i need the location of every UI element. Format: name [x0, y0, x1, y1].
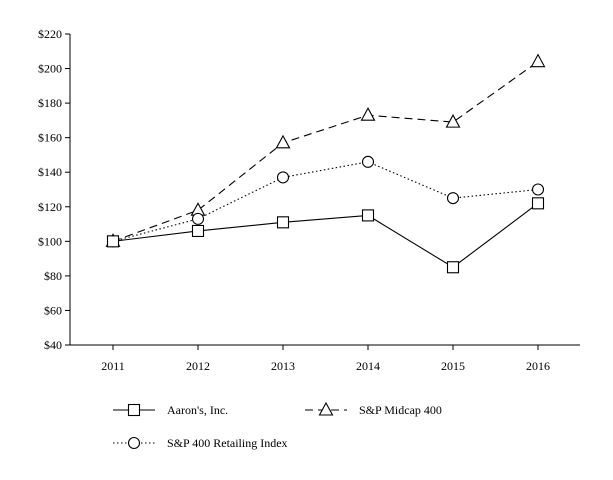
data-point-square — [361, 209, 375, 222]
data-point-square — [276, 216, 290, 229]
y-tick-label: $80 — [44, 269, 62, 283]
legend-marker-circle — [127, 436, 141, 450]
series-line-square — [112, 202, 539, 268]
data-point-circle — [361, 155, 375, 168]
data-point-triangle — [360, 107, 376, 121]
y-tick-label: $200 — [38, 62, 62, 76]
legend-label: S&P 400 Retailing Index — [167, 436, 288, 450]
data-point-triangle — [445, 113, 461, 128]
data-point-square — [106, 235, 120, 248]
data-point-triangle — [530, 53, 546, 68]
data-point-square — [191, 224, 205, 238]
x-tick-label: 2011 — [101, 359, 125, 373]
legend-label: S&P Midcap 400 — [359, 403, 442, 417]
y-tick-label: $120 — [38, 200, 62, 214]
series-lines — [105, 53, 546, 274]
data-point-square — [531, 197, 545, 210]
axes: $40 $60 $80 $100 $120 $140 $160 $180 $200 $220 201… — [38, 27, 580, 373]
y-tick-label: $60 — [44, 303, 62, 317]
legend: Aaron's, Inc. S&P Midcap 400 S&P 400 Retai… — [113, 401, 442, 450]
x-tick-label: 2013 — [271, 359, 295, 373]
x-tick-label: 2015 — [441, 359, 465, 373]
y-tick-label: $160 — [38, 131, 62, 145]
legend-label: Aaron's, Inc. — [167, 403, 228, 417]
data-point-circle — [191, 212, 205, 225]
y-tick-label: $100 — [38, 234, 62, 248]
data-point-circle — [276, 171, 290, 184]
data-point-circle — [531, 183, 545, 196]
x-tick-label: 2014 — [356, 359, 380, 373]
series-line-circle — [112, 161, 539, 242]
legend-marker-square — [127, 403, 141, 417]
y-tick-label: $220 — [38, 27, 62, 41]
data-point-square — [446, 261, 460, 274]
y-tick-label: $140 — [38, 165, 62, 179]
data-point-triangle — [275, 134, 291, 149]
x-tick-label: 2016 — [526, 359, 550, 373]
y-tick-label: $180 — [38, 96, 62, 110]
series-line-triangle — [112, 61, 539, 242]
data-point-circle — [446, 192, 460, 205]
y-tick-label: $40 — [44, 338, 62, 352]
legend-marker-triangle — [318, 401, 334, 416]
x-tick-label: 2012 — [186, 359, 210, 373]
